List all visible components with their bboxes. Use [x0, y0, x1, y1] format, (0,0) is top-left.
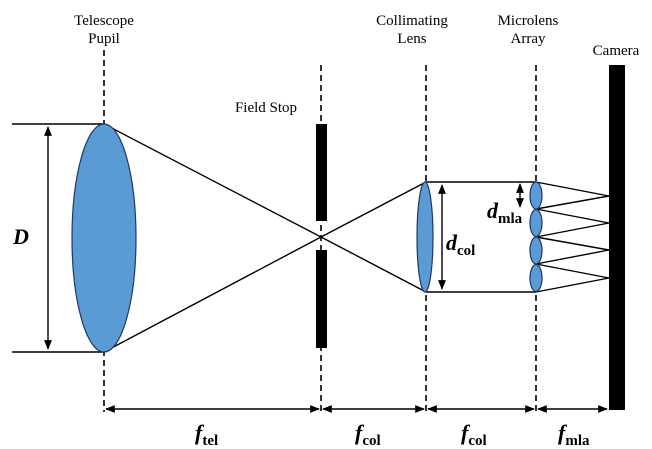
microlens-1 [529, 181, 543, 210]
ray-top-converge [103, 123, 322, 238]
microlens-4 [529, 263, 543, 293]
microlens-array-label-line2: Array [511, 31, 546, 47]
d-col-symbol: dcol [446, 230, 475, 259]
f-col-symbol-1: fcol [355, 420, 381, 449]
ray-bottom-converge [103, 236, 322, 353]
microlens-3 [529, 236, 543, 265]
D-symbol: D [12, 224, 29, 249]
collimating-lens-label-line2: Lens [397, 31, 426, 47]
microlens-array-label-line1: Microlens [498, 13, 559, 29]
ray-top-diverge [320, 181, 427, 238]
ray-bottom-diverge [320, 236, 427, 293]
mla-to-camera-rays [535, 181, 610, 293]
d-mla-symbol: dmla [487, 198, 523, 227]
collimating-lens-label-line1: Collimating [376, 13, 448, 29]
telescope-pupil-label-line1: Telescope [74, 13, 134, 29]
f-tel-symbol: ftel [195, 420, 218, 449]
camera-sensor [609, 65, 625, 410]
f-mla-symbol: fmla [558, 420, 590, 449]
microlens-2 [529, 208, 543, 238]
microlens-array [529, 181, 543, 293]
field-stop-upper [316, 124, 327, 221]
field-stop-label: Field Stop [235, 100, 297, 116]
field-stop-lower [316, 250, 327, 348]
telescope-pupil-label-line2: Pupil [88, 31, 120, 47]
collimating-lens [416, 181, 434, 293]
telescope-pupil-lens [71, 123, 137, 353]
camera-label: Camera [593, 43, 640, 59]
f-col-symbol-2: fcol [461, 420, 487, 449]
